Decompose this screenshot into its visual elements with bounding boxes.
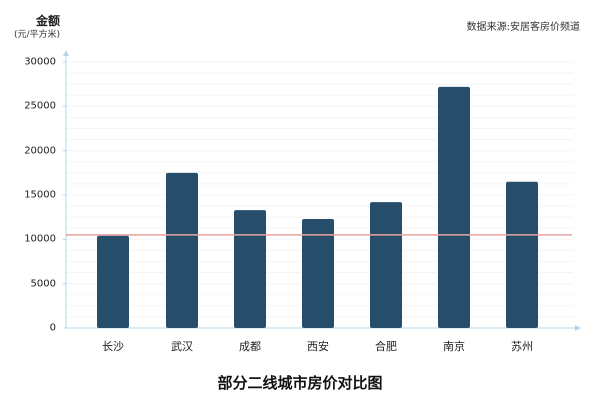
y-tick-label: 5000 [30, 278, 56, 290]
bar-长沙 [97, 235, 129, 328]
y-tick-label: 10000 [24, 233, 56, 245]
x-tick-label: 南京 [443, 340, 465, 353]
x-tick-label: 苏州 [511, 340, 533, 353]
y-axis-label: 金额 (元/平方米) [0, 14, 60, 42]
x-tick-label: 长沙 [102, 340, 124, 353]
y-axis-unit: (元/平方米) [13, 30, 60, 40]
bar-成都 [234, 210, 266, 328]
x-tick-label: 成都 [239, 340, 261, 353]
bar-西安 [302, 218, 334, 328]
y-axis-title: 金额 [35, 14, 60, 28]
y-tick-label: 30000 [24, 56, 56, 68]
x-tick-label: 西安 [307, 340, 329, 353]
bar-武汉 [166, 172, 198, 328]
y-tick-label: 25000 [24, 100, 56, 112]
data-source-note: 数据来源:安居客房价频道 [466, 22, 580, 33]
bar-南京 [438, 86, 470, 329]
x-tick-label: 武汉 [171, 340, 193, 353]
y-tick-label: 20000 [24, 145, 56, 157]
x-axis-arrow-icon [575, 325, 581, 331]
y-axis-arrow-icon [63, 50, 69, 56]
y-tick-label: 15000 [24, 189, 56, 201]
y-tick-label: 0 [49, 322, 56, 334]
x-tick-label: 合肥 [375, 340, 397, 353]
bar-合肥 [370, 202, 402, 328]
bar-苏州 [506, 181, 538, 328]
chart-title: 部分二线城市房价对比图 [217, 374, 383, 392]
